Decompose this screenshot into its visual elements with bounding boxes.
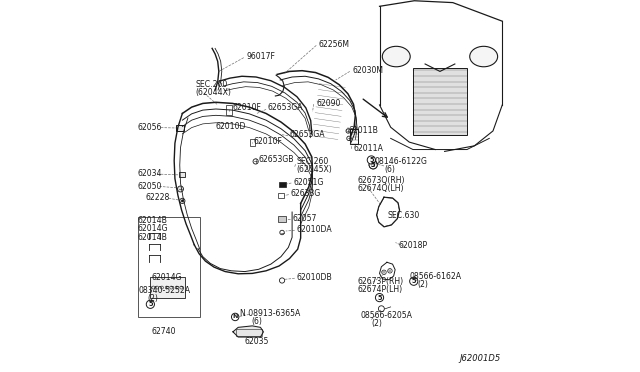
Text: 62011B: 62011B — [348, 126, 378, 135]
Text: 08146-6122G: 08146-6122G — [374, 157, 428, 166]
Text: 62090: 62090 — [316, 99, 340, 108]
Text: 62673Q(RH): 62673Q(RH) — [357, 176, 404, 185]
Text: 62653GB: 62653GB — [259, 155, 294, 164]
Bar — [138, 217, 200, 317]
Text: 62653GA: 62653GA — [289, 130, 325, 139]
Circle shape — [369, 161, 378, 169]
Text: 62014B: 62014B — [138, 216, 168, 225]
Text: 5: 5 — [371, 162, 376, 168]
FancyBboxPatch shape — [179, 172, 186, 177]
Text: 62010DB: 62010DB — [296, 273, 332, 282]
Text: (6): (6) — [252, 317, 262, 326]
Circle shape — [147, 300, 154, 308]
Circle shape — [181, 200, 184, 202]
Text: 62051G: 62051G — [293, 178, 324, 187]
Text: J62001D5: J62001D5 — [459, 354, 500, 363]
Text: (62045X): (62045X) — [296, 165, 332, 174]
Text: 62014G: 62014G — [138, 224, 168, 233]
Text: 62014G: 62014G — [152, 273, 182, 282]
Circle shape — [369, 161, 378, 169]
Text: 62057: 62057 — [292, 214, 317, 223]
Text: 62256M: 62256M — [319, 40, 349, 49]
Text: 08566-6205A: 08566-6205A — [361, 311, 413, 320]
Text: 62011A: 62011A — [353, 144, 383, 153]
Bar — [250, 139, 255, 146]
Text: (6): (6) — [384, 165, 395, 174]
Text: 62056: 62056 — [138, 123, 162, 132]
Text: 62633G: 62633G — [291, 189, 321, 198]
Text: 62010F: 62010F — [232, 103, 261, 112]
Text: 62030M: 62030M — [353, 66, 383, 75]
Text: 62010D: 62010D — [216, 122, 246, 131]
Text: 62034: 62034 — [138, 169, 162, 178]
Text: 62674Q(LH): 62674Q(LH) — [357, 184, 404, 193]
Ellipse shape — [470, 46, 498, 67]
Text: 62653GA: 62653GA — [267, 103, 303, 112]
Bar — [278, 193, 284, 198]
Ellipse shape — [382, 46, 410, 67]
Text: 5: 5 — [148, 301, 152, 307]
Text: 08566-6162A: 08566-6162A — [410, 272, 461, 281]
Text: N: N — [232, 314, 238, 320]
Text: 5: 5 — [412, 278, 416, 284]
Text: 62740: 62740 — [152, 327, 177, 336]
FancyBboxPatch shape — [176, 125, 184, 131]
Text: 62050: 62050 — [138, 182, 162, 190]
Text: (2): (2) — [147, 294, 158, 303]
Text: 62018P: 62018P — [398, 241, 428, 250]
Text: SEC.630: SEC.630 — [388, 211, 420, 220]
Text: (2): (2) — [371, 319, 382, 328]
Text: 96017F: 96017F — [246, 52, 275, 61]
Text: 5: 5 — [371, 162, 376, 168]
Bar — [279, 182, 286, 187]
Text: N 08913-6365A: N 08913-6365A — [241, 309, 301, 318]
Text: 62228: 62228 — [145, 193, 170, 202]
Text: 5: 5 — [369, 157, 374, 163]
Circle shape — [177, 186, 184, 192]
Text: (2): (2) — [417, 280, 428, 289]
Circle shape — [410, 277, 418, 285]
Text: (62044X): (62044X) — [195, 88, 231, 97]
Text: 08340-5252A: 08340-5252A — [138, 286, 191, 295]
Text: 62674P(LH): 62674P(LH) — [358, 285, 403, 294]
Text: 62014B: 62014B — [138, 233, 168, 242]
Text: 62035: 62035 — [244, 337, 269, 346]
Bar — [278, 216, 286, 222]
Text: 62010F: 62010F — [253, 137, 282, 146]
Bar — [413, 68, 467, 135]
Circle shape — [376, 294, 383, 302]
Text: 5: 5 — [377, 295, 382, 301]
Text: 62673P(RH): 62673P(RH) — [358, 277, 404, 286]
Bar — [150, 277, 185, 298]
Text: SEC.260: SEC.260 — [195, 80, 227, 89]
Bar — [236, 329, 262, 336]
Text: 62010DA: 62010DA — [296, 225, 332, 234]
Text: SEC.260: SEC.260 — [296, 157, 328, 166]
Circle shape — [367, 156, 376, 164]
Circle shape — [232, 313, 239, 321]
Polygon shape — [233, 326, 264, 337]
Bar — [225, 105, 232, 115]
